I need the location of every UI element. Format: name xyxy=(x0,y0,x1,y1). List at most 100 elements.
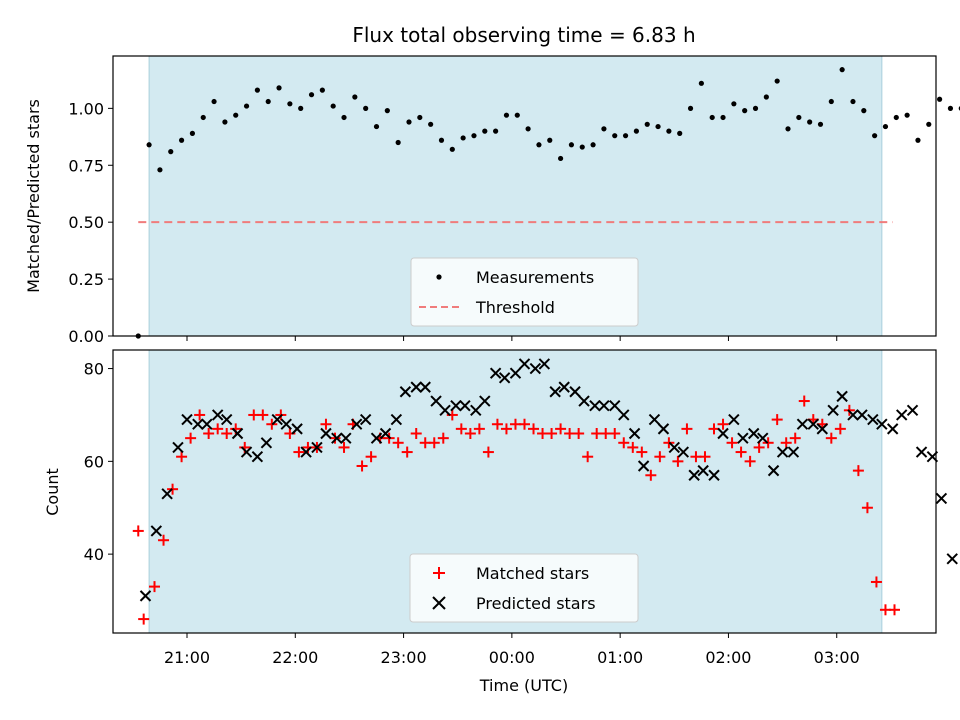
point-predicted-stars xyxy=(876,418,888,430)
legend-marker-matched xyxy=(433,567,445,579)
point-measurements xyxy=(395,139,401,146)
point-measurements xyxy=(514,112,520,118)
point-matched-stars xyxy=(176,451,188,463)
point-predicted-stars xyxy=(657,423,670,435)
point-predicted-stars xyxy=(220,413,233,426)
point-predicted-stars xyxy=(331,432,343,444)
point-predicted-stars xyxy=(906,404,919,417)
point-predicted-stars xyxy=(816,423,829,435)
point-matched-stars xyxy=(410,428,422,440)
point-matched-stars xyxy=(185,432,197,444)
y-axis-label-bottom: Count xyxy=(43,468,62,516)
point-predicted-stars xyxy=(489,367,502,379)
point-measurements xyxy=(904,112,910,118)
point-measurements xyxy=(839,67,845,73)
point-measurements xyxy=(763,94,769,100)
point-measurements xyxy=(752,105,759,111)
point-measurements xyxy=(817,121,824,127)
point-predicted-stars xyxy=(201,418,213,430)
point-matched-stars xyxy=(257,409,269,421)
point-predicted-stars xyxy=(390,413,403,426)
point-matched-stars xyxy=(149,581,161,593)
point-predicted-stars xyxy=(787,446,800,458)
point-predicted-stars xyxy=(688,469,700,481)
x-tick-label: 23:00 xyxy=(381,648,427,667)
point-matched-stars xyxy=(464,428,476,440)
point-matched-stars xyxy=(221,428,233,440)
point-matched-stars xyxy=(699,451,711,463)
point-predicted-stars xyxy=(470,404,482,417)
point-predicted-stars xyxy=(231,427,244,440)
x-tick-label: 21:00 xyxy=(164,648,210,667)
point-matched-stars xyxy=(726,437,738,449)
point-predicted-stars xyxy=(211,409,224,421)
point-measurements xyxy=(785,126,791,132)
top-series-group xyxy=(135,67,960,339)
point-predicted-stars xyxy=(677,446,690,458)
point-matched-stars xyxy=(482,446,494,458)
point-predicted-stars xyxy=(260,437,273,449)
point-measurements xyxy=(254,87,260,93)
point-predicted-stars xyxy=(618,409,630,421)
axes-frame-bottom xyxy=(112,349,937,634)
point-matched-stars xyxy=(194,409,206,421)
point-measurements xyxy=(601,126,607,132)
point-predicted-stars xyxy=(161,488,173,500)
y-tick-label-bottom: 40 xyxy=(84,545,104,564)
point-matched-stars xyxy=(167,483,179,495)
point-predicted-stars xyxy=(370,432,383,444)
point-predicted-stars xyxy=(479,395,491,407)
point-predicted-stars xyxy=(192,418,204,430)
point-predicted-stars xyxy=(439,404,451,417)
point-matched-stars xyxy=(870,576,882,588)
point-measurements xyxy=(276,85,282,91)
y-tick-label-top: 0.00 xyxy=(68,327,104,346)
point-measurements xyxy=(612,133,618,139)
point-matched-stars xyxy=(852,465,864,477)
point-matched-stars xyxy=(609,428,621,440)
point-measurements xyxy=(893,114,899,121)
point-predicted-stars xyxy=(459,399,471,412)
point-matched-stars xyxy=(365,451,377,463)
point-matched-stars xyxy=(132,525,144,537)
point-predicted-stars xyxy=(827,404,839,417)
point-measurements xyxy=(774,78,780,84)
point-matched-stars xyxy=(573,428,585,440)
point-predicted-stars xyxy=(628,427,641,440)
point-measurements xyxy=(677,130,683,136)
point-measurements xyxy=(731,101,737,107)
point-measurements xyxy=(861,108,867,114)
point-predicted-stars xyxy=(509,367,522,379)
point-predicted-stars xyxy=(708,469,720,481)
point-predicted-stars xyxy=(836,390,848,403)
x-tick-label: 22:00 xyxy=(272,648,318,667)
point-measurements xyxy=(709,114,715,121)
point-predicted-stars xyxy=(518,358,531,370)
point-measurements xyxy=(471,133,477,139)
point-measurements xyxy=(568,142,575,148)
legend-label-threshold: Threshold xyxy=(475,298,555,317)
point-predicted-stars xyxy=(757,432,769,444)
point-measurements xyxy=(633,128,639,134)
point-predicted-stars xyxy=(291,423,303,435)
point-matched-stars xyxy=(798,395,810,407)
point-predicted-stars xyxy=(139,590,152,602)
point-measurements xyxy=(579,144,585,150)
point-predicted-stars xyxy=(419,381,431,393)
point-predicted-stars xyxy=(896,409,908,421)
point-matched-stars xyxy=(203,428,215,440)
panel-counts: 40 60 80 21:00 22:00 23:00 00:00 01:00 02:00 03:… xyxy=(43,349,958,695)
axes-frame-top xyxy=(112,55,937,337)
point-predicted-stars xyxy=(172,441,184,454)
point-measurements xyxy=(882,123,889,130)
point-predicted-stars xyxy=(796,418,809,430)
point-measurements xyxy=(557,155,564,162)
point-matched-stars xyxy=(753,441,765,453)
point-predicted-stars xyxy=(856,409,868,421)
point-measurements xyxy=(428,121,434,127)
point-matched-stars xyxy=(861,502,873,514)
point-predicted-stars xyxy=(181,413,193,426)
point-predicted-stars xyxy=(728,413,740,426)
y-tick-label-top: 0.25 xyxy=(68,270,104,289)
